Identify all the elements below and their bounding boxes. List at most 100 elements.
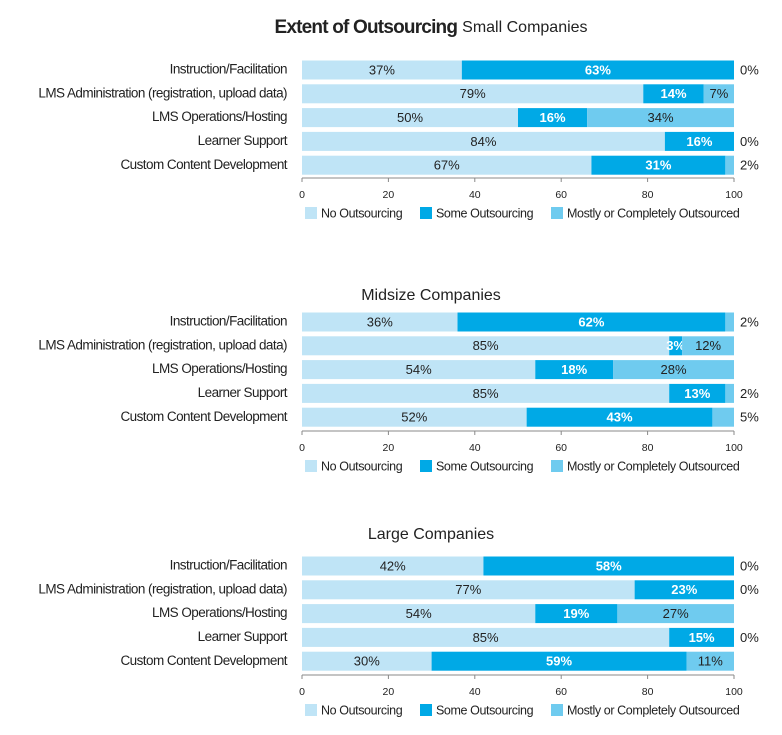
value-label: 2% (740, 158, 759, 173)
value-label: 30% (354, 654, 380, 669)
value-label: 85% (473, 386, 499, 401)
chart-title: Large Companies (368, 526, 494, 543)
legend-swatch (420, 460, 432, 472)
bar-segment (664, 131, 734, 151)
value-label: 19% (563, 606, 589, 621)
bar-segment (302, 627, 670, 647)
legend-swatch (305, 704, 317, 716)
bar-segment (669, 383, 726, 403)
legend-label: No Outsourcing (321, 206, 403, 220)
bar-segment (725, 383, 734, 403)
bar-segment (302, 651, 432, 671)
bar-segment (703, 84, 734, 104)
bar-segment (302, 108, 518, 128)
value-label: 63% (585, 62, 611, 77)
bar-segment (302, 155, 592, 175)
value-label: 79% (460, 86, 486, 101)
category-label: LMS Administration (registration, upload… (38, 85, 287, 100)
chart-title: Midsize Companies (361, 287, 501, 304)
value-label: 62% (578, 314, 604, 329)
legend-label: Some Outsourcing (436, 703, 534, 717)
value-label: 84% (470, 134, 496, 149)
x-tick-label: 40 (469, 442, 481, 454)
value-label: 16% (540, 110, 566, 125)
legend-label: Mostly or Completely Outsourced (567, 206, 740, 220)
value-label: 14% (661, 86, 687, 101)
bar-segment (617, 604, 734, 624)
value-label: 28% (661, 362, 687, 377)
bar-segment (686, 651, 734, 671)
legend-swatch (551, 704, 563, 716)
chart-title: Extent of Outsourcing Small Companies (274, 17, 587, 38)
category-label: Custom Content Development (120, 157, 287, 172)
x-tick-label: 100 (725, 442, 743, 454)
title-main: Extent of Outsourcing (274, 17, 457, 38)
bar-segment (461, 60, 734, 80)
legend-label: Mostly or Completely Outsourced (567, 703, 740, 717)
legend-label: No Outsourcing (321, 703, 403, 717)
bar-segment (431, 651, 687, 671)
bar-segment (302, 60, 462, 80)
bar-segment (302, 336, 670, 356)
bar-segment (302, 360, 536, 380)
x-tick-label: 80 (642, 189, 654, 201)
value-label: 0% (740, 582, 759, 597)
value-label: 67% (434, 158, 460, 173)
bar-segment (302, 604, 536, 624)
bar-segment (712, 407, 734, 427)
x-tick-label: 20 (383, 189, 395, 201)
legend-swatch (305, 460, 317, 472)
value-label: 3% (666, 338, 685, 353)
value-label: 0% (740, 62, 759, 77)
legend-swatch (551, 460, 563, 472)
legend-swatch (305, 207, 317, 219)
bar-segment (518, 108, 588, 128)
title-main: Midsize Companies (361, 287, 501, 304)
value-label: 18% (561, 362, 587, 377)
category-label: LMS Administration (registration, upload… (38, 337, 287, 352)
value-label: 54% (406, 362, 432, 377)
value-label: 2% (740, 386, 759, 401)
category-label: LMS Operations/Hosting (152, 605, 287, 620)
legend-label: Some Outsourcing (436, 206, 534, 220)
legend-label: No Outsourcing (321, 459, 403, 473)
value-label: 42% (380, 558, 406, 573)
bar-segment (535, 360, 614, 380)
bar-segment (613, 360, 734, 380)
value-label: 13% (684, 386, 710, 401)
subtitle: Small Companies (462, 19, 587, 36)
value-label: 34% (648, 110, 674, 125)
value-label: 59% (546, 654, 572, 669)
category-label: Instruction/Facilitation (170, 314, 287, 329)
value-label: 5% (740, 410, 759, 425)
bar-segment (302, 383, 670, 403)
value-label: 0% (740, 630, 759, 645)
bar-segment (302, 312, 458, 332)
value-label: 58% (596, 558, 622, 573)
bar-segment (535, 604, 618, 624)
x-tick-label: 80 (642, 442, 654, 454)
legend-swatch (551, 207, 563, 219)
value-label: 12% (695, 338, 721, 353)
x-tick-label: 0 (299, 442, 305, 454)
legend-label: Some Outsourcing (436, 459, 534, 473)
value-label: 85% (473, 630, 499, 645)
bar-segment (669, 627, 734, 647)
category-label: Learner Support (198, 629, 288, 644)
title-main: Large Companies (368, 526, 494, 543)
x-tick-label: 20 (383, 442, 395, 454)
x-tick-label: 100 (725, 686, 743, 698)
x-tick-label: 100 (725, 189, 743, 201)
value-label: 37% (369, 62, 395, 77)
bar-segment (591, 155, 726, 175)
legend-label: Mostly or Completely Outsourced (567, 459, 740, 473)
x-tick-label: 40 (469, 686, 481, 698)
x-tick-label: 0 (299, 189, 305, 201)
value-label: 31% (645, 158, 671, 173)
value-label: 43% (607, 410, 633, 425)
value-label: 15% (689, 630, 715, 645)
bar-segment (302, 580, 635, 600)
value-label: 52% (401, 410, 427, 425)
category-label: Custom Content Development (120, 653, 287, 668)
